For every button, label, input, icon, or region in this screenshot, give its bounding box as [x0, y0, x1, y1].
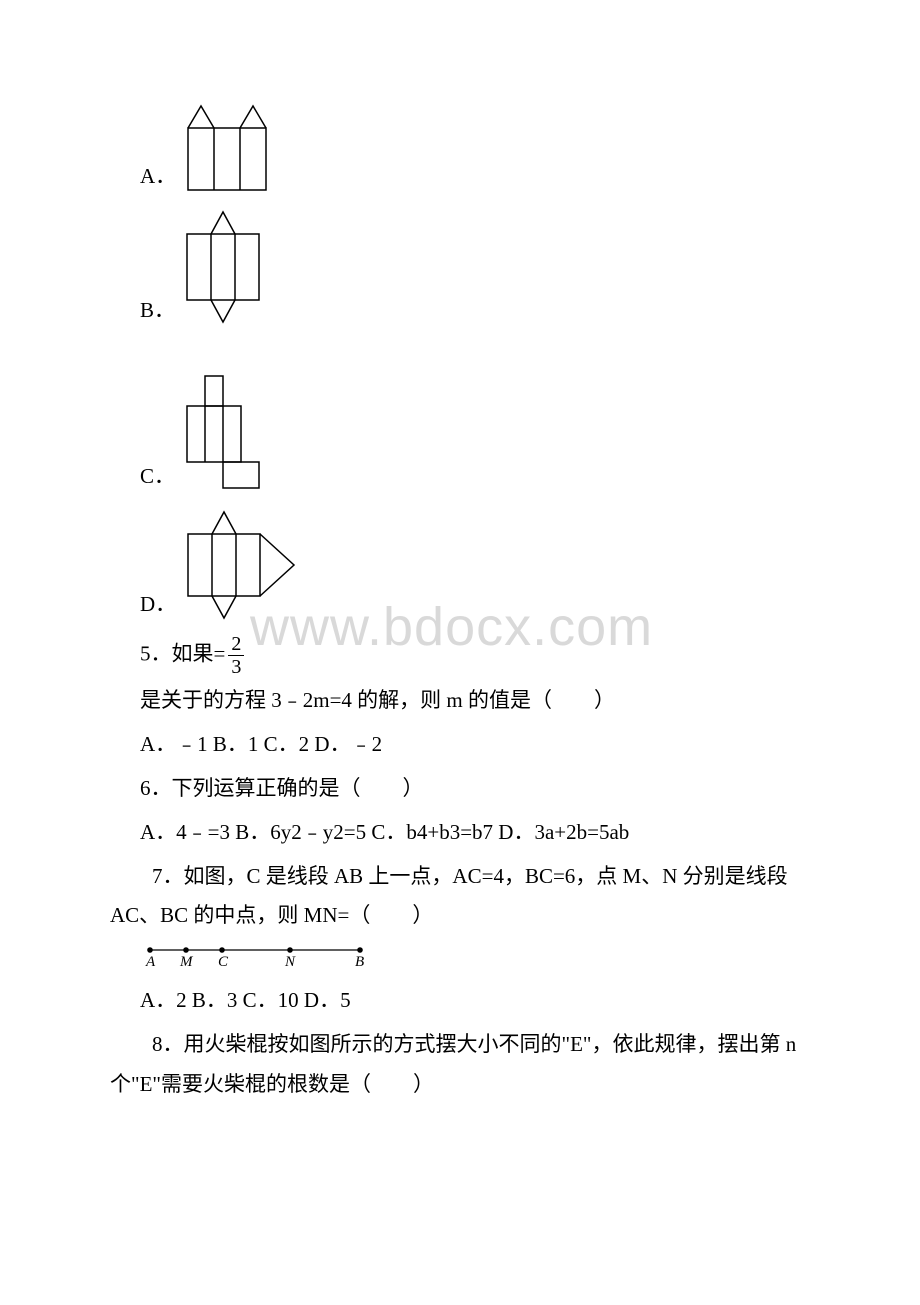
q6-choices: A．4﹣=3 B．6y2﹣y2=5 C．b4+b3=b7 D．3a+2b=5ab — [140, 813, 810, 853]
option-label-a: A． — [140, 160, 176, 194]
q7-choices: A．2 B．3 C．10 D．5 — [140, 981, 810, 1021]
q7-label-n: N — [284, 954, 296, 970]
q4-option-a: A． — [140, 100, 810, 194]
q7-label-m: M — [179, 954, 194, 970]
net-diagram-d — [182, 506, 300, 622]
q7-label-b: B — [355, 954, 364, 970]
q5-line1-pre: 5．如果= — [140, 641, 225, 665]
net-diagram-b — [181, 206, 265, 328]
q4-option-d: D． — [140, 506, 810, 622]
q5-frac-num: 2 — [228, 634, 244, 656]
net-diagram-c — [181, 370, 271, 494]
q5-line2: 是关于的方程 3﹣2m=4 的解，则 m 的值是（ ） — [140, 681, 810, 721]
option-label-b: B． — [140, 294, 175, 328]
q5-line1: 5．如果=23 — [140, 634, 810, 677]
option-label-c: C． — [140, 460, 175, 494]
option-label-d: D． — [140, 588, 176, 622]
q5-choices: A．﹣1 B．1 C．2 D．﹣2 — [140, 725, 810, 765]
q7-figure: A M C N B — [140, 942, 810, 975]
q4-option-b: B． — [140, 206, 810, 328]
q5-fraction: 23 — [228, 634, 244, 677]
q8-stem: 8．用火柴棍按如图所示的方式摆大小不同的"E"，依此规律，摆出第 n 个"E"需… — [110, 1025, 810, 1105]
q7-label-a: A — [145, 954, 156, 970]
q7-label-c: C — [218, 954, 229, 970]
net-diagram-a — [182, 100, 272, 194]
q6-stem: 6．下列运算正确的是（ ） — [140, 769, 810, 809]
q4-option-c: C． — [140, 370, 810, 494]
q5-frac-den: 3 — [228, 656, 244, 677]
q7-stem: 7．如图，C 是线段 AB 上一点，AC=4，BC=6，点 M、N 分别是线段 … — [110, 857, 810, 937]
